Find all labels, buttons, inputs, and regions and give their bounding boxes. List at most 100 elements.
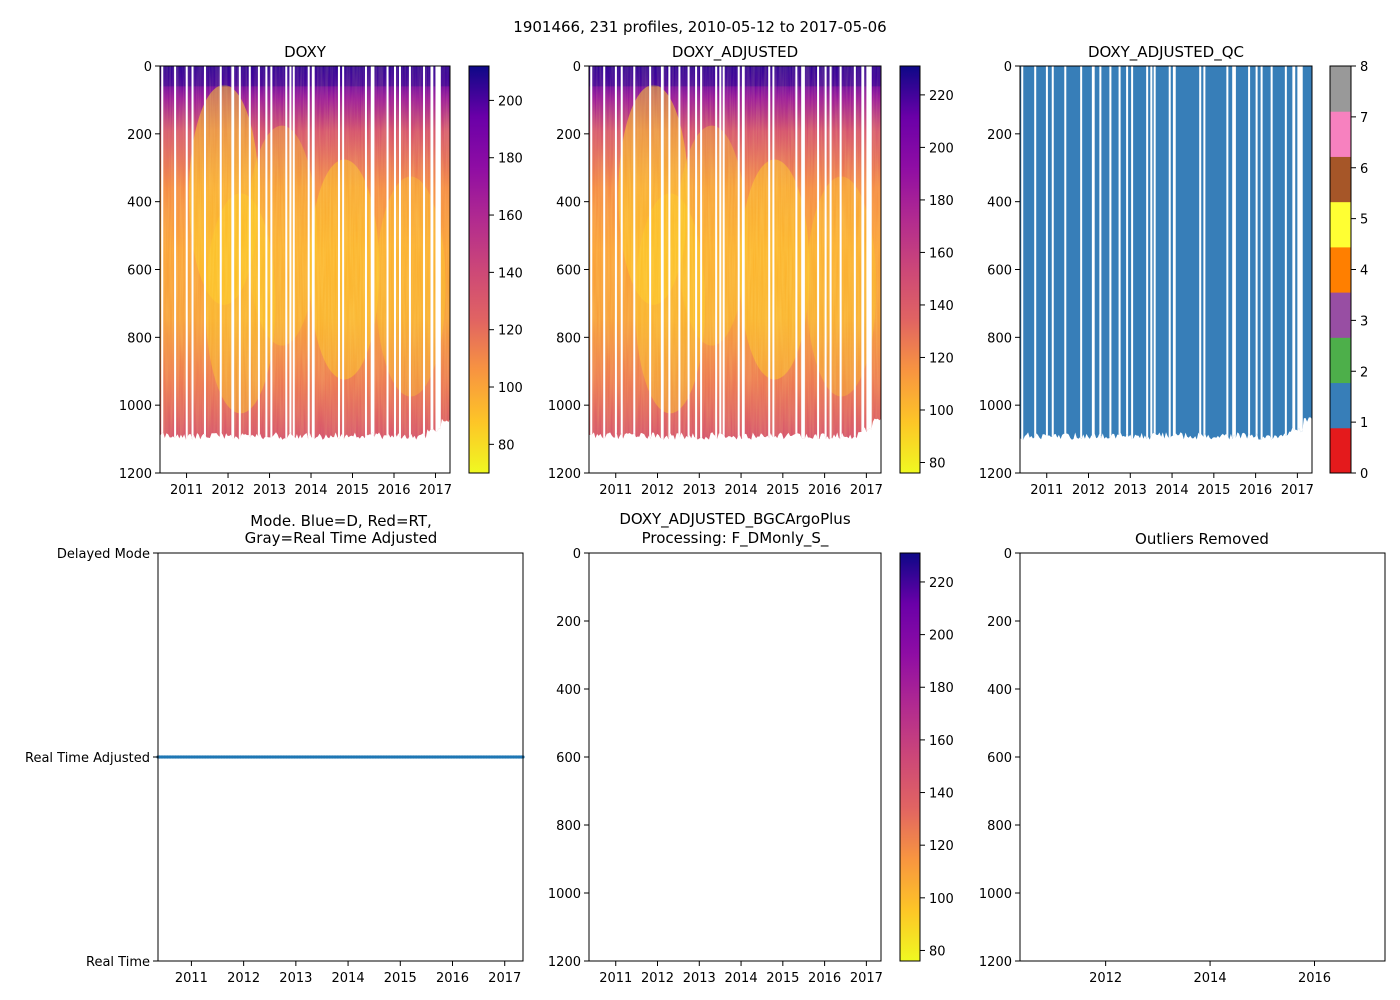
doxy-profile-gap xyxy=(372,66,375,440)
mode-y-tick-label: Real Time xyxy=(86,955,150,970)
outliers-y-tick-label: 400 xyxy=(987,683,1012,698)
doxy-profile-gap xyxy=(270,66,273,440)
doxy-adjusted-profile-gap xyxy=(817,66,820,440)
doxy-adjusted-profile-gap xyxy=(866,66,869,440)
doxy-x-tick-label: 2013 xyxy=(253,483,286,498)
doxy-x-ticks: 2011 2012 2013 2014 2015 2016 2017 xyxy=(170,473,452,498)
doxy-colorbar-tick-label: 120 xyxy=(498,324,523,339)
doxy-adjusted-profile-gap xyxy=(715,66,718,440)
panel-bgcargoplus: DOXY_ADJUSTED_BGCArgoPlus Processing: F_… xyxy=(548,510,954,986)
doxy-profile-gap xyxy=(292,66,295,440)
doxy-colorbar: 80 100 120 140 160 180 200 xyxy=(468,65,523,474)
qc-colorbar-segment xyxy=(1330,337,1351,384)
doxy-adjusted-y-tick-label: 400 xyxy=(556,196,581,211)
qc-x-tick-label: 2013 xyxy=(1114,483,1147,498)
doxy-profile-gap xyxy=(370,66,373,440)
qc-colorbar-tick-label: 0 xyxy=(1360,467,1368,482)
doxy-adjusted-x-tick-label: 2012 xyxy=(641,483,674,498)
doxy-adjusted-x-ticks: 2011 2012 2013 2014 2015 2016 2017 xyxy=(599,473,883,498)
bgcargoplus-x-tick-label: 2016 xyxy=(808,971,841,986)
qc-profile-gap xyxy=(1153,66,1156,440)
doxy-profile-gap xyxy=(437,66,440,440)
doxy-adjusted-heatmap xyxy=(589,66,881,440)
mode-x-tick-label: 2017 xyxy=(488,971,521,986)
qc-profile-gap xyxy=(1297,66,1300,440)
doxy-y-tick-label: 0 xyxy=(144,60,152,75)
doxy-adjusted-field xyxy=(589,66,881,440)
doxy-adjusted-y-tick-label: 1200 xyxy=(548,467,581,482)
doxy-y-tick-label: 1200 xyxy=(119,467,152,482)
doxy-adjusted-y-tick-label: 600 xyxy=(556,264,581,279)
doxy-profile-gap xyxy=(438,66,441,440)
doxy-profile-gap xyxy=(431,66,434,440)
doxy-adjusted-profile-gap xyxy=(633,66,636,440)
panel-doxy-adjusted-plot-area xyxy=(588,65,882,474)
mode-x-tick-label: 2012 xyxy=(227,971,260,986)
qc-colorbar-segment xyxy=(1330,156,1351,203)
doxy-adjusted-x-tick-label: 2015 xyxy=(766,483,799,498)
qc-qc-fill xyxy=(1020,66,1312,440)
doxy-profile-gap xyxy=(342,66,345,440)
doxy-adjusted-profile-gap xyxy=(603,66,606,440)
doxy-y-tick-label: 600 xyxy=(127,264,152,279)
outliers-y-tick-label: 1000 xyxy=(979,887,1012,902)
mode-x-tick-label: 2016 xyxy=(436,971,469,986)
qc-colorbar-segment xyxy=(1330,382,1351,429)
qc-profile-gap xyxy=(1300,66,1303,440)
bgcargoplus-x-tick-label: 2014 xyxy=(725,971,758,986)
bgcargoplus-colorbar-tick-label: 220 xyxy=(929,576,954,591)
qc-colorbar-segment xyxy=(1330,246,1351,293)
qc-colorbar-segment xyxy=(1330,201,1351,248)
doxy-colorbar-tick-label: 160 xyxy=(498,209,523,224)
bgcargoplus-y-tick-label: 800 xyxy=(556,819,581,834)
outliers-x-tick-label: 2016 xyxy=(1298,971,1331,986)
doxy-adjusted-x-tick-label: 2016 xyxy=(808,483,841,498)
bgcargoplus-colorbar-tick-label: 100 xyxy=(929,892,954,907)
qc-profile-gap xyxy=(1168,66,1171,440)
panel-bgcargoplus-title-line-1: DOXY_ADJUSTED_BGCArgoPlus xyxy=(619,510,850,529)
qc-colorbar-tick-label: 7 xyxy=(1360,111,1368,126)
mode-x-tick-label: 2013 xyxy=(279,971,312,986)
qc-colorbar-tick-label: 2 xyxy=(1360,365,1368,380)
qc-profile-gap xyxy=(1199,66,1202,440)
qc-profile-gap xyxy=(1270,66,1273,440)
doxy-adjusted-x-tick-label: 2014 xyxy=(725,483,758,498)
doxy-profile-gap xyxy=(191,66,194,440)
doxy-adjusted-profile-gap xyxy=(862,66,865,440)
doxy-profile-gap xyxy=(174,66,177,440)
doxy-adjusted-colorbar-tick-label: 120 xyxy=(929,351,954,366)
outliers-x-tick-label: 2014 xyxy=(1194,971,1227,986)
outliers-x-tick-label: 2012 xyxy=(1089,971,1122,986)
bgcargoplus-y-tick-label: 400 xyxy=(556,683,581,698)
qc-profile-gap xyxy=(1045,66,1048,440)
bgcargoplus-colorbar-ticks: 80 100 120 140 160 180 200 220 xyxy=(920,576,954,959)
doxy-texture xyxy=(160,66,450,440)
doxy-adjusted-profile-gap xyxy=(869,66,872,440)
doxy-adjusted-profile-gap xyxy=(839,66,842,440)
panel-doxy: DOXY 2011 2012 2013 2014 2015 2016 2017 0 200 40… xyxy=(119,43,523,498)
qc-profile-gap xyxy=(1233,66,1236,440)
doxy-adjusted-profile-gap xyxy=(614,66,617,440)
qc-colorbar-tick-label: 3 xyxy=(1360,314,1368,329)
qc-x-tick-label: 2014 xyxy=(1156,483,1189,498)
qc-y-tick-label: 200 xyxy=(987,128,1012,143)
doxy-adjusted-profile-gap xyxy=(853,66,856,440)
qc-field xyxy=(1020,66,1312,440)
qc-profile-gap xyxy=(1173,66,1176,440)
doxy-adjusted-colorbar-ticks: 80 100 120 140 160 180 200 220 xyxy=(920,89,954,471)
panel-doxy-adjusted-title: DOXY_ADJUSTED xyxy=(672,43,798,62)
mode-y-tick-label: Real Time Adjusted xyxy=(25,751,150,766)
bgcargoplus-x-tick-label: 2012 xyxy=(641,971,674,986)
qc-profile-gap xyxy=(1034,66,1037,440)
doxy-adjusted-profile-gap xyxy=(772,66,775,440)
panel-outliers: Outliers Removed 2012 2014 2016 0 200 400 600… xyxy=(979,530,1386,986)
bgcargoplus-colorbar-tick-label: 160 xyxy=(929,734,954,749)
qc-profile-gap xyxy=(1021,66,1024,440)
doxy-profile-gap xyxy=(219,66,222,440)
qc-profile-gap xyxy=(1092,66,1095,440)
qc-x-tick-label: 2011 xyxy=(1030,483,1063,498)
qc-colorbar-segment xyxy=(1330,292,1351,338)
bgcargoplus-colorbar-tick-label: 180 xyxy=(929,681,954,696)
doxy-profile-gap xyxy=(265,66,268,440)
